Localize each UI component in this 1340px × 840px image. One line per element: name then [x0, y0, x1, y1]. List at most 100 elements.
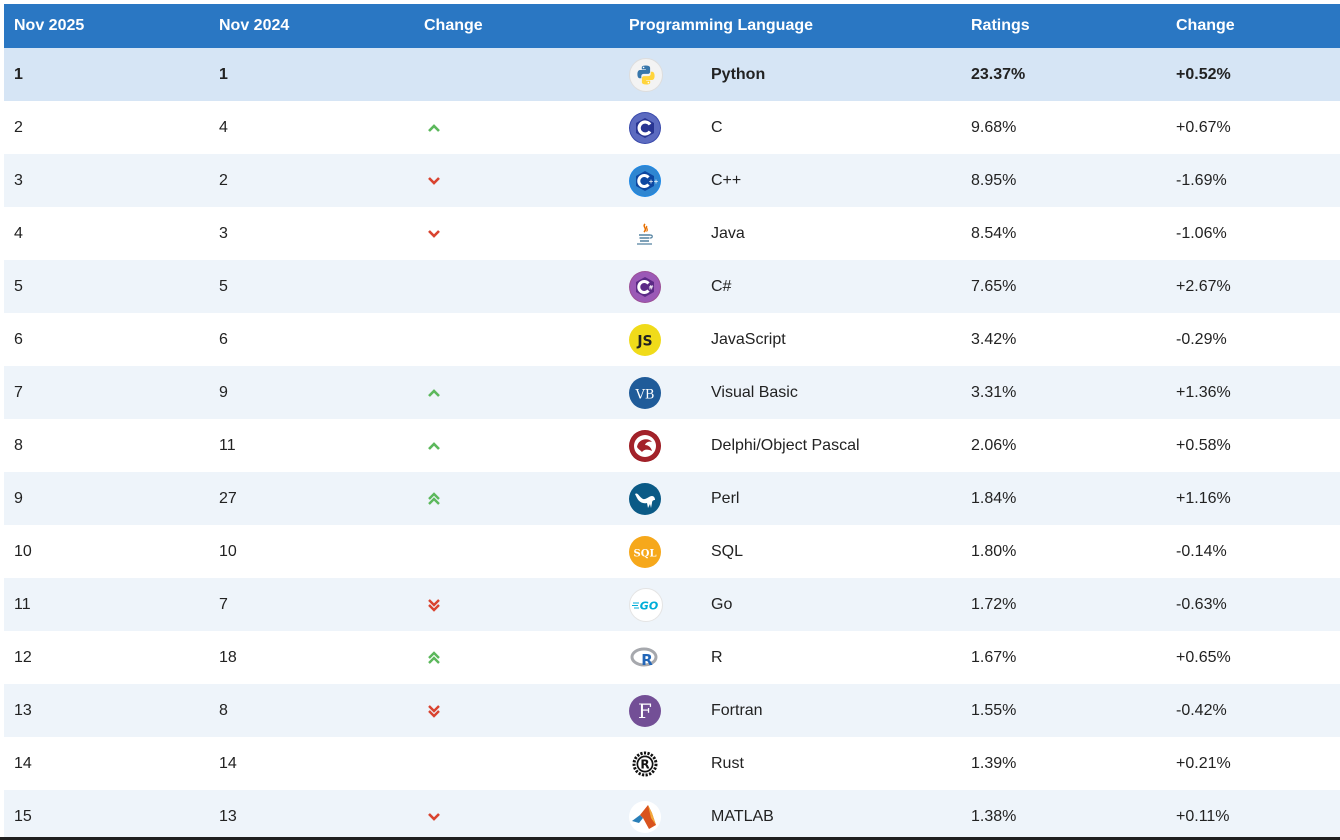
rating-change-value: -0.63% [1176, 595, 1227, 613]
rank-previous: 2 [219, 171, 228, 189]
header-previous-month[interactable]: Nov 2024 [219, 17, 290, 34]
rank-current: 8 [14, 436, 23, 454]
rating-change-value: +0.65% [1176, 648, 1231, 666]
trend-double-down-icon [424, 684, 443, 737]
rank-previous: 5 [219, 277, 228, 295]
rank-current: 12 [14, 648, 32, 666]
window-bottom-edge [0, 837, 1340, 840]
r-logo-icon: R [629, 631, 661, 684]
trend-down-icon [424, 207, 443, 260]
rating-value: 23.37% [971, 65, 1026, 83]
svg-text:GO: GO [640, 599, 658, 612]
table-row: 7 9 VB Visual Basic 3.31% +1.36% [4, 366, 1340, 419]
header-change[interactable]: Change [424, 17, 483, 34]
rating-value: 7.65% [971, 277, 1017, 295]
table-row: 10 10 SQL SQL 1.80% -0.14% [4, 525, 1340, 578]
rank-previous: 1 [219, 65, 228, 83]
rank-previous: 18 [219, 648, 237, 666]
rating-change-value: +0.52% [1176, 65, 1231, 83]
svg-text:SQL: SQL [634, 548, 657, 559]
rank-previous: 11 [219, 436, 236, 454]
rating-change-value: -0.14% [1176, 542, 1227, 560]
language-name[interactable]: Java [711, 224, 745, 242]
rank-previous: 7 [219, 595, 228, 613]
rank-previous: 13 [219, 807, 237, 825]
table-row: 3 2 ++ C++ 8.95% -1.69% [4, 154, 1340, 207]
sql-logo-icon: SQL [629, 525, 661, 578]
csharp-logo-icon: # [629, 260, 661, 313]
svg-text:R: R [641, 651, 653, 669]
rating-change-value: +1.36% [1176, 383, 1231, 401]
language-name[interactable]: Fortran [711, 701, 763, 719]
trend-double-down-icon [424, 578, 443, 631]
language-name[interactable]: Python [711, 65, 766, 83]
rank-current: 1 [14, 65, 23, 83]
rating-value: 1.55% [971, 701, 1017, 719]
rating-value: 3.42% [971, 330, 1017, 348]
header-programming-language[interactable]: Programming Language [629, 17, 814, 34]
go-logo-icon: GO [629, 578, 663, 631]
rating-value: 9.68% [971, 118, 1017, 136]
table-row: 5 5 # C# 7.65% +2.67% [4, 260, 1340, 313]
table-row: 2 4 C 9.68% +0.67% [4, 101, 1340, 154]
rank-current: 6 [14, 330, 23, 348]
rating-value: 1.38% [971, 807, 1017, 825]
rating-change-value: +0.21% [1176, 754, 1231, 772]
table-row: 12 18 R R 1.67% +0.65% [4, 631, 1340, 684]
table-row: 15 13 MATLAB 1.38% +0.11% [4, 790, 1340, 840]
svg-text:R: R [640, 757, 649, 771]
table-row: 4 3 Java 8.54% -1.06% [4, 207, 1340, 260]
trend-up-icon [424, 419, 443, 472]
java-logo-icon [629, 207, 661, 260]
rank-previous: 4 [219, 118, 228, 136]
language-name[interactable]: Visual Basic [711, 383, 798, 401]
language-name[interactable]: R [711, 648, 723, 666]
rating-value: 8.54% [971, 224, 1017, 242]
language-name[interactable]: MATLAB [711, 807, 774, 825]
matlab-logo-icon [629, 790, 661, 840]
rating-change-value: +0.67% [1176, 118, 1231, 136]
rank-current: 3 [14, 171, 23, 189]
language-name[interactable]: Go [711, 595, 733, 613]
table-row: 8 11 Delphi/Object Pascal 2.06% +0.58% [4, 419, 1340, 472]
rank-current: 13 [14, 701, 32, 719]
rank-current: 9 [14, 489, 23, 507]
trend-up-icon [424, 366, 443, 419]
rank-current: 4 [14, 224, 23, 242]
header-ratings[interactable]: Ratings [971, 17, 1030, 34]
visual-basic-logo-icon: VB [629, 366, 661, 419]
rating-change-value: -0.29% [1176, 330, 1227, 348]
language-name[interactable]: C [711, 118, 723, 136]
rating-change-value: -1.06% [1176, 224, 1227, 242]
rank-current: 14 [14, 754, 32, 772]
header-rating-change[interactable]: Change [1176, 17, 1235, 34]
rating-value: 1.72% [971, 595, 1017, 613]
rank-previous: 14 [219, 754, 237, 772]
table-row: 9 27 Perl 1.84% +1.16% [4, 472, 1340, 525]
language-name[interactable]: JavaScript [711, 330, 786, 348]
language-name[interactable]: Perl [711, 489, 740, 507]
rank-current: 15 [14, 807, 32, 825]
rank-current: 7 [14, 383, 23, 401]
language-name[interactable]: C++ [711, 171, 742, 189]
table-row: 1 1 Python 23.37% +0.52% [4, 48, 1340, 101]
rating-value: 1.67% [971, 648, 1017, 666]
rating-change-value: +1.16% [1176, 489, 1231, 507]
trend-down-icon [424, 154, 443, 207]
rating-change-value: +0.58% [1176, 436, 1231, 454]
rust-logo-icon: R [629, 737, 661, 790]
c-logo-icon [629, 101, 661, 154]
python-logo-icon [629, 48, 663, 101]
javascript-logo-icon: JS [629, 313, 661, 366]
rating-value: 1.80% [971, 542, 1017, 560]
language-name[interactable]: C# [711, 277, 732, 295]
language-name[interactable]: SQL [711, 542, 744, 560]
header-current-month[interactable]: Nov 2025 [14, 17, 85, 34]
rating-change-value: -1.69% [1176, 171, 1227, 189]
table-row: 14 14 R Rust 1.39% +0.21% [4, 737, 1340, 790]
language-name[interactable]: Rust [711, 754, 744, 772]
language-name[interactable]: Delphi/Object Pascal [711, 436, 860, 454]
trend-double-up-icon [424, 472, 443, 525]
rank-current: 5 [14, 277, 23, 295]
